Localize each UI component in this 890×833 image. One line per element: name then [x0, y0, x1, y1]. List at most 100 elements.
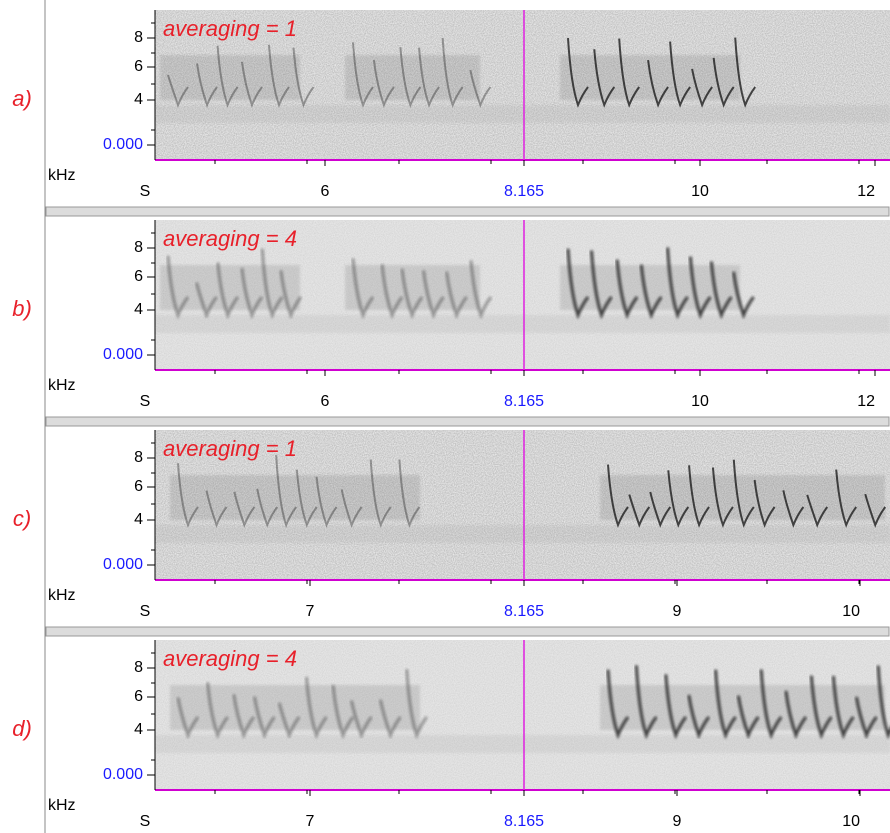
syllable-trace — [275, 455, 297, 528]
syllable-trace — [206, 682, 229, 740]
syllable-trace — [240, 267, 264, 320]
syllable-trace — [628, 494, 651, 528]
x-tick-label: 7 — [306, 813, 315, 830]
panel-label: c) — [13, 506, 31, 531]
syllable-trace — [589, 250, 613, 320]
x-unit-label: S — [140, 393, 151, 410]
x-tick-label: 12 — [857, 183, 875, 200]
syllable-trace — [647, 59, 669, 108]
syllable-trace — [469, 260, 493, 320]
syllable-trace — [352, 42, 374, 108]
x-tick-label: 12 — [857, 393, 875, 410]
syllable-trace — [753, 479, 776, 528]
averaging-annotation: averaging = 4 — [163, 646, 297, 671]
syllable-trace — [736, 695, 760, 740]
syllable-trace — [351, 258, 375, 320]
x-unit-label: S — [140, 603, 151, 620]
x-tick-label: 8.165 — [504, 183, 544, 200]
panel-label: b) — [12, 296, 32, 321]
x-unit-label: S — [140, 813, 151, 830]
syllable-trace — [759, 669, 783, 740]
x-tick-label: 7 — [306, 603, 315, 620]
syllable-trace — [349, 700, 373, 740]
syllable-trace — [734, 37, 757, 108]
syllable-trace — [399, 46, 422, 108]
syllable-trace — [295, 469, 318, 528]
y-tick-label: 4 — [134, 721, 143, 738]
syllable-trace — [688, 256, 712, 320]
y-zero-label: 0.000 — [103, 346, 143, 363]
spectrogram-panel: 8 6 4 0.000 kHz S 6 8.165 10 12 b) averaging = 4 — [12, 220, 890, 427]
syllable-trace — [639, 264, 663, 320]
syllable-trace — [593, 49, 616, 108]
syllable-trace — [831, 675, 855, 740]
syllable-trace — [418, 47, 440, 108]
x-tick-label: 9 — [673, 603, 682, 620]
syllable-trace — [445, 271, 468, 320]
syllable-trace — [267, 44, 290, 108]
low-band — [155, 735, 890, 753]
syllable-trace — [782, 490, 805, 528]
x-unit-label: S — [140, 183, 151, 200]
syllable-trace — [421, 270, 445, 320]
y-tick-label: 8 — [134, 659, 143, 676]
syllable-trace — [806, 494, 829, 528]
y-tick-label: 4 — [134, 301, 143, 318]
syllable-trace — [166, 255, 190, 320]
syllable-trace — [732, 459, 755, 528]
syllable-trace — [380, 264, 404, 320]
energy-band — [560, 265, 740, 310]
y-tick-label: 6 — [134, 58, 143, 75]
y-tick-label: 4 — [134, 511, 143, 528]
syllable-trace — [809, 675, 833, 740]
syllable-trace — [691, 68, 713, 108]
x-tick-label: 8.165 — [504, 813, 544, 830]
spectrogram-panel: 8 6 4 0.000 kHz S 7 8.165 9 10 c) averaging = 1 — [13, 430, 890, 637]
energy-band — [160, 55, 300, 100]
syllable-trace — [667, 470, 690, 528]
syllable-trace — [634, 665, 658, 740]
syllable-trace — [876, 665, 890, 740]
syllable-trace — [711, 467, 734, 528]
syllable-trace — [669, 41, 691, 108]
y-tick-label: 6 — [134, 268, 143, 285]
averaging-annotation: averaging = 1 — [163, 16, 297, 41]
syllable-trace — [232, 694, 255, 740]
syllable-trace — [615, 259, 639, 320]
y-unit-label: kHz — [48, 377, 76, 394]
y-unit-label: kHz — [48, 587, 76, 604]
spectrogram-panel: 8 6 4 0.000 kHz S 6 8.165 10 12 a) averaging = 1 — [12, 10, 890, 217]
syllable-trace — [315, 476, 338, 528]
energy-band — [345, 55, 480, 100]
y-unit-label: kHz — [48, 797, 76, 814]
x-tick-label: 8.165 — [504, 393, 544, 410]
panel-label: a) — [12, 86, 32, 111]
panel-separator — [45, 416, 890, 427]
y-tick-label: 8 — [134, 29, 143, 46]
averaging-annotation: averaging = 1 — [163, 436, 297, 461]
syllable-trace — [256, 488, 279, 528]
y-zero-label: 0.000 — [103, 766, 143, 783]
syllable-trace — [469, 69, 492, 108]
syllable-trace — [784, 690, 808, 740]
syllable-trace — [216, 45, 239, 108]
syllable-trace — [709, 261, 733, 320]
syllable-trace — [196, 63, 218, 108]
syllable-trace — [567, 38, 589, 108]
syllable-trace — [854, 696, 878, 740]
x-tick-label: 6 — [321, 393, 330, 410]
x-tick-label: 9 — [673, 813, 682, 830]
syllable-trace — [566, 248, 590, 320]
x-tick-label: 10 — [842, 813, 860, 830]
syllable-trace — [369, 459, 392, 528]
x-tick-label: 8.165 — [504, 603, 544, 620]
syllable-trace — [405, 669, 428, 740]
syllable-trace — [398, 459, 421, 528]
low-band — [155, 525, 890, 543]
syllable-trace — [292, 47, 315, 108]
syllable-trace — [167, 74, 189, 108]
syllable-trace — [205, 490, 228, 528]
syllable-trace — [177, 463, 199, 528]
syllable-trace — [712, 57, 735, 108]
energy-band — [170, 475, 420, 520]
